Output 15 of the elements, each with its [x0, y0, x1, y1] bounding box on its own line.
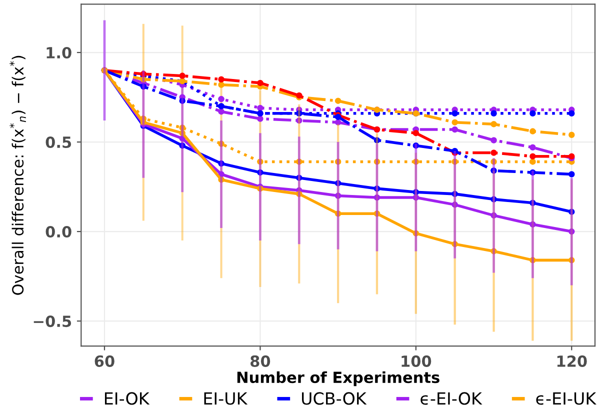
legend-label: EI-OK: [104, 392, 150, 405]
y-tick-label: −0.5: [34, 316, 72, 328]
x-tick-label: 100: [402, 355, 432, 367]
y-tick-label: 0.5: [46, 136, 72, 148]
legend-label: ϵ-EI-UK: [536, 392, 596, 405]
x-axis-title: Number of Experiments: [237, 371, 440, 386]
y-tick-label: 1.0: [46, 46, 72, 59]
y-axis-title: Overall difference: f(x$^{*}$$_{n}$) − f(x$^{*}$): [10, 56, 26, 295]
legend-label: ϵ-EI-OK: [420, 392, 482, 405]
x-tick-label: 120: [557, 355, 587, 367]
x-tick-label: 60: [94, 355, 114, 367]
legend-label: EI-UK: [204, 392, 248, 405]
y-tick-label: 0.0: [46, 226, 72, 238]
legend-label: UCB-OK: [302, 392, 367, 405]
x-tick-label: 80: [250, 355, 270, 367]
